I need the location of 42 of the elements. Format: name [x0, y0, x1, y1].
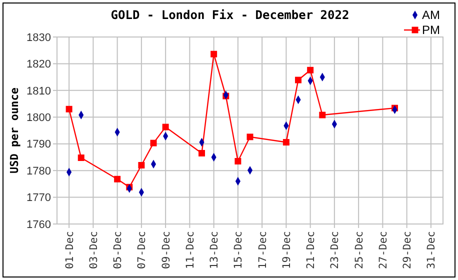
y-tick-label: 1800	[26, 112, 51, 124]
x-tick-label: 31-Dec	[426, 231, 438, 269]
point	[66, 106, 72, 112]
legend-label: AM	[422, 8, 440, 22]
point	[319, 112, 326, 118]
chart-title: GOLD - London Fix - December 2022	[110, 8, 350, 22]
point	[198, 150, 205, 156]
x-tick-label: 19-Dec	[280, 231, 293, 269]
x-tick-label: 17-Dec	[256, 231, 269, 269]
y-tick-label: 1790	[26, 138, 51, 151]
y-tick-label: 1780	[26, 165, 51, 178]
y-tick-label: 1760	[26, 218, 51, 231]
y-axis-title: USD per ounce	[8, 87, 21, 174]
x-tick-label: 09-Dec	[160, 231, 172, 269]
x-tick-label: 03-Dec	[88, 231, 100, 269]
x-tick-label: 29-Dec	[401, 231, 414, 269]
point	[246, 134, 254, 140]
point	[210, 50, 218, 58]
y-tick-label: 1830	[26, 32, 51, 44]
x-tick-label: 13-Dec	[208, 231, 220, 269]
point	[78, 154, 84, 161]
x-tick-label: 07-Dec	[136, 231, 148, 269]
point	[138, 162, 145, 168]
point	[150, 140, 157, 146]
x-tick-label: 05-Dec	[112, 231, 124, 269]
x-tick-label: 21-Dec	[304, 231, 317, 269]
point	[162, 124, 169, 130]
x-tick-label: 27-Dec	[377, 231, 390, 269]
y-tick-label: 1820	[26, 58, 51, 71]
y-tick-label: 1810	[26, 85, 51, 98]
x-tick-label: 01-Dec	[64, 231, 76, 269]
x-tick-label: 25-Dec	[353, 231, 366, 269]
point	[295, 76, 302, 84]
x-tick-label: 15-Dec	[232, 231, 245, 269]
y-tick-label: 1770	[26, 192, 51, 204]
x-tick-label: 23-Dec	[329, 231, 342, 269]
point	[307, 66, 314, 74]
point	[114, 176, 121, 182]
point	[234, 158, 242, 164]
x-tick-label: 11-Dec	[184, 231, 196, 269]
legend-label: PM	[422, 23, 440, 38]
point	[282, 139, 290, 146]
